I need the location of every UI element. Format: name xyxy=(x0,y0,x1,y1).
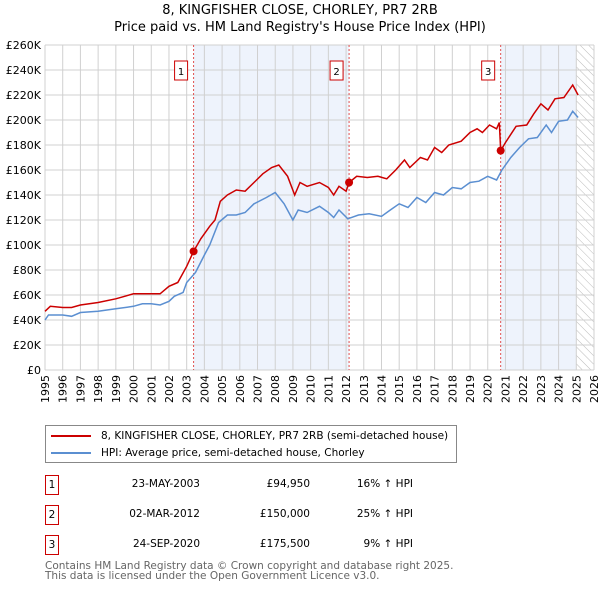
sale-label-box xyxy=(329,60,344,81)
y-tick-label: £140K xyxy=(6,189,42,202)
legend: 8, KINGFISHER CLOSE, CHORLEY, PR7 2RB (s… xyxy=(45,425,457,463)
hpi-line xyxy=(44,110,579,321)
x-tick-label: 2024 xyxy=(553,375,566,403)
legend-swatch-red xyxy=(51,435,91,437)
chart-subtitle: Price paid vs. HM Land Registry's House … xyxy=(114,20,486,35)
x-tick-label: 2025 xyxy=(570,375,583,403)
shaded-period xyxy=(193,45,350,370)
x-tick-label: 2009 xyxy=(287,375,300,403)
transaction-price: £150,000 xyxy=(259,508,310,520)
transaction-price: £175,500 xyxy=(259,538,310,550)
x-tick-label: 2013 xyxy=(358,375,371,403)
y-tick-label: £120K xyxy=(6,214,42,227)
x-tick-label: 2002 xyxy=(163,375,176,403)
x-tick-label: 2000 xyxy=(128,375,141,403)
x-tick-label: 2005 xyxy=(216,375,229,403)
transaction-price: £94,950 xyxy=(266,478,310,490)
y-tick-label: £180K xyxy=(6,139,42,152)
sale-label: 2 xyxy=(333,67,339,78)
x-tick-label: 2006 xyxy=(234,375,247,403)
legend-label: 8, KINGFISHER CLOSE, CHORLEY, PR7 2RB (s… xyxy=(101,430,449,442)
transaction-marker: 2 xyxy=(45,505,59,525)
x-tick-label: 2019 xyxy=(464,375,477,403)
transaction-marker: 3 xyxy=(45,535,59,555)
x-tick-label: 2010 xyxy=(305,375,318,403)
x-tick-label: 2016 xyxy=(411,375,424,403)
x-tick-label: 2017 xyxy=(429,375,442,403)
x-tick-label: 1996 xyxy=(57,375,70,403)
x-tick-label: 2001 xyxy=(145,375,158,403)
sale-label: 3 xyxy=(485,67,491,78)
y-tick-label: £240K xyxy=(6,64,42,77)
x-tick-label: 2026 xyxy=(588,375,600,403)
y-tick-label: £20K xyxy=(13,339,42,352)
y-tick-label: £100K xyxy=(6,239,42,252)
x-tick-label: 2008 xyxy=(269,375,282,403)
x-tick-label: 2014 xyxy=(375,375,388,403)
sale-label: 1 xyxy=(178,67,184,78)
transaction-hpi-diff: 25% ↑ HPI xyxy=(356,508,413,520)
y-tick-label: £160K xyxy=(6,164,42,177)
footer-copyright: Contains HM Land Registry data © Crown c… xyxy=(45,560,454,572)
footer-licence: This data is licensed under the Open Gov… xyxy=(45,570,380,582)
x-tick-label: 2004 xyxy=(198,375,211,403)
sale-label-box xyxy=(481,60,496,81)
transaction-hpi-diff: 16% ↑ HPI xyxy=(356,478,413,490)
transaction-date: 24-SEP-2020 xyxy=(132,538,200,550)
y-tick-label: £60K xyxy=(13,289,42,302)
shaded-period xyxy=(500,45,577,370)
x-tick-label: 2022 xyxy=(517,375,530,403)
x-tick-label: 2021 xyxy=(499,375,512,403)
x-tick-label: 2020 xyxy=(482,375,495,403)
transaction-date: 23-MAY-2003 xyxy=(131,478,200,490)
x-tick-label: 2015 xyxy=(393,375,406,403)
forecast-hatch xyxy=(576,45,594,370)
x-tick-label: 2011 xyxy=(322,375,335,403)
chart-title: 8, KINGFISHER CLOSE, CHORLEY, PR7 2RB xyxy=(162,3,438,18)
y-tick-label: £260K xyxy=(6,39,42,52)
sale-point xyxy=(496,146,505,155)
transaction-date: 02-MAR-2012 xyxy=(129,508,200,520)
legend-swatch-blue xyxy=(51,452,91,454)
transaction-marker: 1 xyxy=(45,475,59,495)
y-tick-label: £80K xyxy=(13,264,42,277)
y-tick-label: £40K xyxy=(13,314,42,327)
sale-label-box xyxy=(174,60,189,81)
transaction-hpi-diff: 9% ↑ HPI xyxy=(363,538,413,550)
x-tick-label: 1995 xyxy=(39,375,52,403)
property-price-line xyxy=(44,83,579,312)
x-tick-label: 2023 xyxy=(535,375,548,403)
y-tick-label: £200K xyxy=(6,114,42,127)
x-tick-label: 2003 xyxy=(181,375,194,403)
sale-point xyxy=(345,178,354,187)
x-tick-label: 2007 xyxy=(252,375,265,403)
x-tick-label: 1999 xyxy=(110,375,123,403)
y-tick-label: £0 xyxy=(27,364,41,377)
x-tick-label: 1997 xyxy=(74,375,87,403)
x-tick-label: 1998 xyxy=(92,375,105,403)
x-tick-label: 2018 xyxy=(446,375,459,403)
x-tick-label: 2012 xyxy=(340,375,353,403)
sale-point xyxy=(189,247,198,256)
y-tick-label: £220K xyxy=(6,89,42,102)
legend-item-hpi: HPI: Average price, semi-detached house,… xyxy=(46,445,365,461)
legend-label: HPI: Average price, semi-detached house,… xyxy=(101,447,365,459)
legend-item-property: 8, KINGFISHER CLOSE, CHORLEY, PR7 2RB (s… xyxy=(46,428,448,444)
price-chart: 1995 1996 1997 1998 1999 2000 2001 2002 2003 2004… xyxy=(6,39,600,403)
